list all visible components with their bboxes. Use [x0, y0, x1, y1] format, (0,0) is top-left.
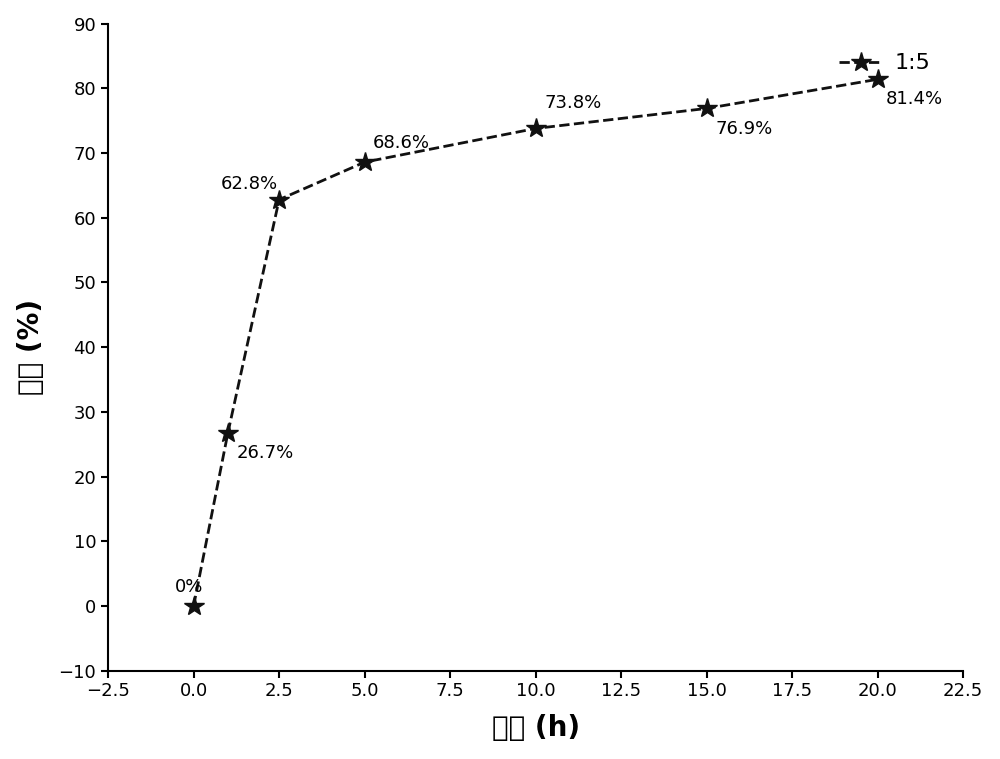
Text: 26.7%: 26.7%	[236, 444, 294, 462]
Text: 81.4%: 81.4%	[886, 90, 943, 109]
1:5	[188, 601, 200, 610]
Text: 62.8%: 62.8%	[221, 175, 278, 194]
Text: 0%: 0%	[175, 578, 203, 597]
Y-axis label: 产率 (%): 产率 (%)	[17, 299, 45, 395]
Line: 1:5: 1:5	[183, 69, 888, 616]
1:5	[359, 158, 371, 167]
Legend: 1:5: 1:5	[830, 45, 939, 82]
1:5	[701, 104, 713, 113]
1:5	[530, 124, 542, 133]
1:5	[872, 74, 884, 83]
Text: 68.6%: 68.6%	[373, 134, 430, 153]
1:5	[273, 195, 285, 204]
X-axis label: 时间 (h): 时间 (h)	[492, 714, 580, 742]
Text: 73.8%: 73.8%	[544, 94, 601, 112]
Text: 76.9%: 76.9%	[715, 119, 772, 137]
1:5	[222, 429, 234, 438]
